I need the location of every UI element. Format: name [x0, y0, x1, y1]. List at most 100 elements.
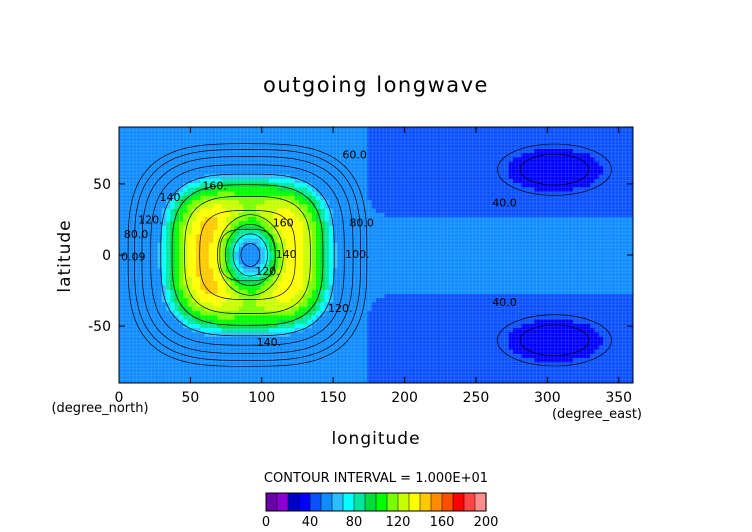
field-cell	[170, 182, 176, 188]
field-cell	[204, 327, 210, 333]
field-cell	[363, 263, 369, 269]
field-cell	[414, 135, 420, 141]
field-cell	[363, 331, 369, 337]
field-cell	[183, 212, 189, 218]
field-cell	[380, 314, 386, 320]
field-cell	[440, 272, 446, 277]
field-cell	[286, 293, 291, 299]
field-cell	[431, 370, 437, 376]
field-cell	[320, 144, 326, 149]
field-cell	[238, 319, 244, 324]
field-cell	[457, 212, 463, 218]
field-cell	[196, 340, 201, 346]
field-cell	[354, 216, 360, 222]
field-cell	[328, 139, 334, 145]
field-cell	[393, 152, 399, 158]
field-cell	[247, 229, 253, 235]
field-cell	[346, 361, 351, 367]
field-cell	[350, 216, 356, 222]
field-cell	[136, 225, 142, 230]
field-cell	[363, 284, 369, 290]
field-cell	[256, 131, 261, 137]
field-cell	[435, 220, 441, 226]
field-cell	[144, 237, 150, 243]
field-cell	[290, 242, 296, 248]
field-cell	[393, 336, 399, 341]
field-cell	[204, 255, 210, 260]
field-cell	[367, 301, 373, 307]
field-cell	[316, 365, 321, 371]
field-cell	[367, 161, 373, 166]
field-cell	[328, 131, 334, 137]
field-cell	[444, 191, 450, 196]
field-cell	[191, 276, 197, 282]
field-cell	[388, 297, 394, 303]
field-cell	[465, 293, 471, 299]
field-cell	[290, 306, 296, 312]
field-cell	[281, 348, 287, 354]
field-cell	[307, 374, 313, 380]
field-cell	[337, 280, 343, 286]
field-cell	[166, 272, 171, 277]
field-cell	[119, 229, 124, 235]
field-cell	[457, 255, 463, 260]
field-cell	[123, 156, 129, 162]
field-cell	[238, 237, 244, 243]
field-cell	[260, 246, 266, 252]
field-cell	[371, 374, 377, 380]
field-cell	[213, 178, 219, 184]
field-cell	[217, 191, 223, 196]
field-cell	[410, 195, 416, 201]
field-cell	[393, 208, 399, 213]
field-cell	[294, 327, 300, 333]
field-cell	[226, 199, 231, 205]
field-cell	[303, 250, 309, 256]
field-cell	[144, 199, 150, 205]
field-cell	[148, 289, 154, 294]
field-cell	[268, 340, 274, 346]
field-cell	[393, 280, 399, 286]
field-cell	[264, 191, 270, 196]
field-cell	[166, 319, 171, 324]
field-cell	[136, 323, 142, 329]
field-cell	[337, 220, 343, 226]
field-cell	[358, 331, 364, 337]
field-cell	[401, 237, 407, 243]
field-cell	[217, 289, 223, 294]
field-cell	[268, 169, 274, 175]
field-cell	[461, 216, 467, 222]
field-cell	[119, 263, 124, 269]
field-cell	[341, 353, 347, 358]
field-cell	[346, 348, 351, 354]
field-cell	[333, 272, 339, 277]
field-cell	[247, 289, 253, 294]
field-cell	[243, 370, 249, 376]
field-cell	[414, 293, 420, 299]
field-cell	[277, 306, 283, 312]
field-cell	[183, 203, 189, 209]
field-cell	[183, 361, 189, 367]
field-cell	[196, 250, 201, 256]
field-cell	[183, 344, 189, 350]
field-cell	[251, 225, 257, 230]
field-cell	[178, 169, 184, 175]
field-cell	[371, 220, 377, 226]
field-cell	[148, 208, 154, 213]
field-cell	[131, 370, 137, 376]
field-cell	[303, 186, 309, 192]
field-cell	[440, 191, 446, 196]
field-cell	[243, 357, 249, 363]
field-cell	[337, 357, 343, 363]
field-cell	[166, 233, 171, 239]
field-cell	[170, 186, 176, 192]
field-cell	[358, 255, 364, 260]
field-cell	[457, 178, 463, 184]
field-cell	[380, 276, 386, 282]
field-cell	[144, 203, 150, 209]
field-cell	[453, 340, 458, 346]
field-cell	[230, 357, 236, 363]
field-cell	[183, 186, 189, 192]
field-cell	[144, 370, 150, 376]
field-cell	[431, 365, 437, 371]
field-cell	[234, 336, 240, 341]
